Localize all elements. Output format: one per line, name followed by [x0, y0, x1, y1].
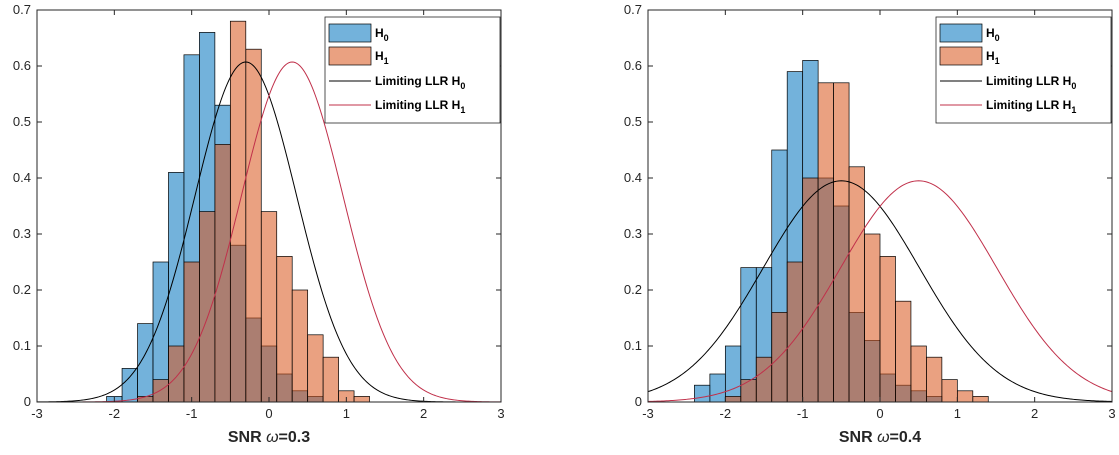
bar-h1-6 — [229, 20, 247, 403]
x-tick-label: 1 — [343, 406, 350, 421]
x-tick-label: -2 — [109, 406, 121, 421]
chart-panel-1: -3 -2 -1 0 1 2 3 0 0.1 0.2 0.3 0.4 0.5 0.6 0.7 SNR ω=0.… — [13, 2, 505, 446]
bar-h1-3 — [183, 261, 200, 403]
x-tick-label: 0 — [265, 406, 272, 421]
y-tick-label: 0.7 — [624, 2, 642, 17]
bar-h1-10 — [879, 256, 896, 403]
bar-h1-4 — [199, 211, 216, 403]
y-tick-label: 0.1 — [624, 338, 642, 353]
bar-h1-14 — [941, 379, 958, 403]
legend-label-2: Limiting LLR H0 — [986, 74, 1076, 91]
y-tick-label: 0.6 — [624, 58, 642, 73]
bar-h0-0 — [694, 384, 711, 403]
bar-h1-10 — [291, 289, 309, 403]
x-tick-label: 1 — [954, 406, 961, 421]
legend-label-0: H0 — [375, 26, 389, 43]
y-tick-label: 0.2 — [624, 282, 642, 297]
bar-h1-0 — [724, 396, 742, 403]
x-tick-label: 0 — [876, 406, 883, 421]
bar-h1-1 — [152, 379, 169, 403]
y-tick-label: 0.2 — [13, 282, 31, 297]
y-tick-label: 0.1 — [13, 338, 31, 353]
y-tick-label: 0.5 — [624, 114, 642, 129]
legend-swatch-h1 — [328, 46, 372, 66]
y-tick-label: 0 — [635, 394, 642, 409]
x-tick-label: -2 — [720, 406, 732, 421]
legend-label-3: Limiting LLR H1 — [986, 98, 1076, 115]
bar-h1-8 — [260, 211, 278, 403]
bar-h1-2 — [755, 356, 773, 403]
y-tick-label: 0.4 — [13, 170, 31, 185]
legend-label-1: H1 — [375, 49, 389, 66]
bar-h1-5 — [214, 144, 231, 403]
bar-h1-9 — [276, 256, 293, 403]
bar-h1-7 — [245, 48, 262, 403]
x-tick-label: 2 — [420, 406, 427, 421]
bar-h1-12 — [322, 356, 339, 403]
y-tick-label: 0 — [24, 394, 31, 409]
bar-h1-11 — [895, 300, 912, 403]
bar-h1-14 — [353, 396, 370, 403]
x-tick-label: -1 — [186, 406, 198, 421]
curve-limiting-llr-h1 — [647, 180, 1113, 402]
legend-swatch-h0 — [328, 23, 372, 43]
y-tick-label: 0.3 — [624, 226, 642, 241]
chart-panel-2: -3 -2 -1 0 1 2 3 0 0.1 0.2 0.3 0.4 0.5 0.6 0.7 SNR ω=0.… — [624, 2, 1116, 446]
legend-label-3: Limiting LLR H1 — [375, 98, 465, 115]
x-tick-label: 3 — [497, 406, 504, 421]
y-tick-label: 0.3 — [13, 226, 31, 241]
bar-h1-11 — [307, 334, 324, 403]
x-tick-label: -3 — [642, 406, 654, 421]
bar-h1-7 — [833, 82, 850, 403]
x-tick-label: 3 — [1108, 406, 1115, 421]
bar-h1-15 — [956, 390, 974, 403]
histogram-h1 — [137, 20, 370, 403]
x-axis-label: SNR ω=0.3 — [228, 429, 310, 446]
bar-h1-12 — [910, 345, 927, 403]
y-tick-label: 0.7 — [13, 2, 31, 17]
bar-h1-16 — [972, 396, 989, 403]
legend-label-1: H1 — [986, 49, 1000, 66]
histogram-h1 — [724, 82, 989, 403]
legend: H0 H1 Limiting LLR H0 Limiting LLR H1 — [324, 16, 501, 124]
x-tick-label: 2 — [1031, 406, 1038, 421]
bar-h1-1 — [740, 379, 757, 403]
bar-h1-2 — [168, 345, 185, 403]
legend-label-2: Limiting LLR H0 — [375, 74, 465, 91]
bar-h0-1 — [121, 368, 138, 403]
bar-h1-5 — [802, 177, 819, 403]
y-tick-label: 0.5 — [13, 114, 31, 129]
bar-h1-9 — [864, 233, 881, 403]
legend: H0 H1 Limiting LLR H0 Limiting LLR H1 — [935, 16, 1112, 124]
y-tick-label: 0.6 — [13, 58, 31, 73]
x-axis-label: SNR ω=0.4 — [839, 429, 921, 446]
x-tick-label: -1 — [797, 406, 809, 421]
legend-label-0: H0 — [986, 26, 1000, 43]
bar-h0-1 — [709, 373, 726, 403]
bar-h1-13 — [926, 356, 943, 403]
legend-swatch-h0 — [939, 23, 983, 43]
legend-swatch-h1 — [939, 46, 983, 66]
x-tick-label: -3 — [31, 406, 43, 421]
bar-h1-6 — [817, 82, 834, 403]
y-tick-label: 0.4 — [624, 170, 642, 185]
bar-h0-2 — [724, 345, 742, 403]
bar-h1-8 — [848, 166, 865, 403]
